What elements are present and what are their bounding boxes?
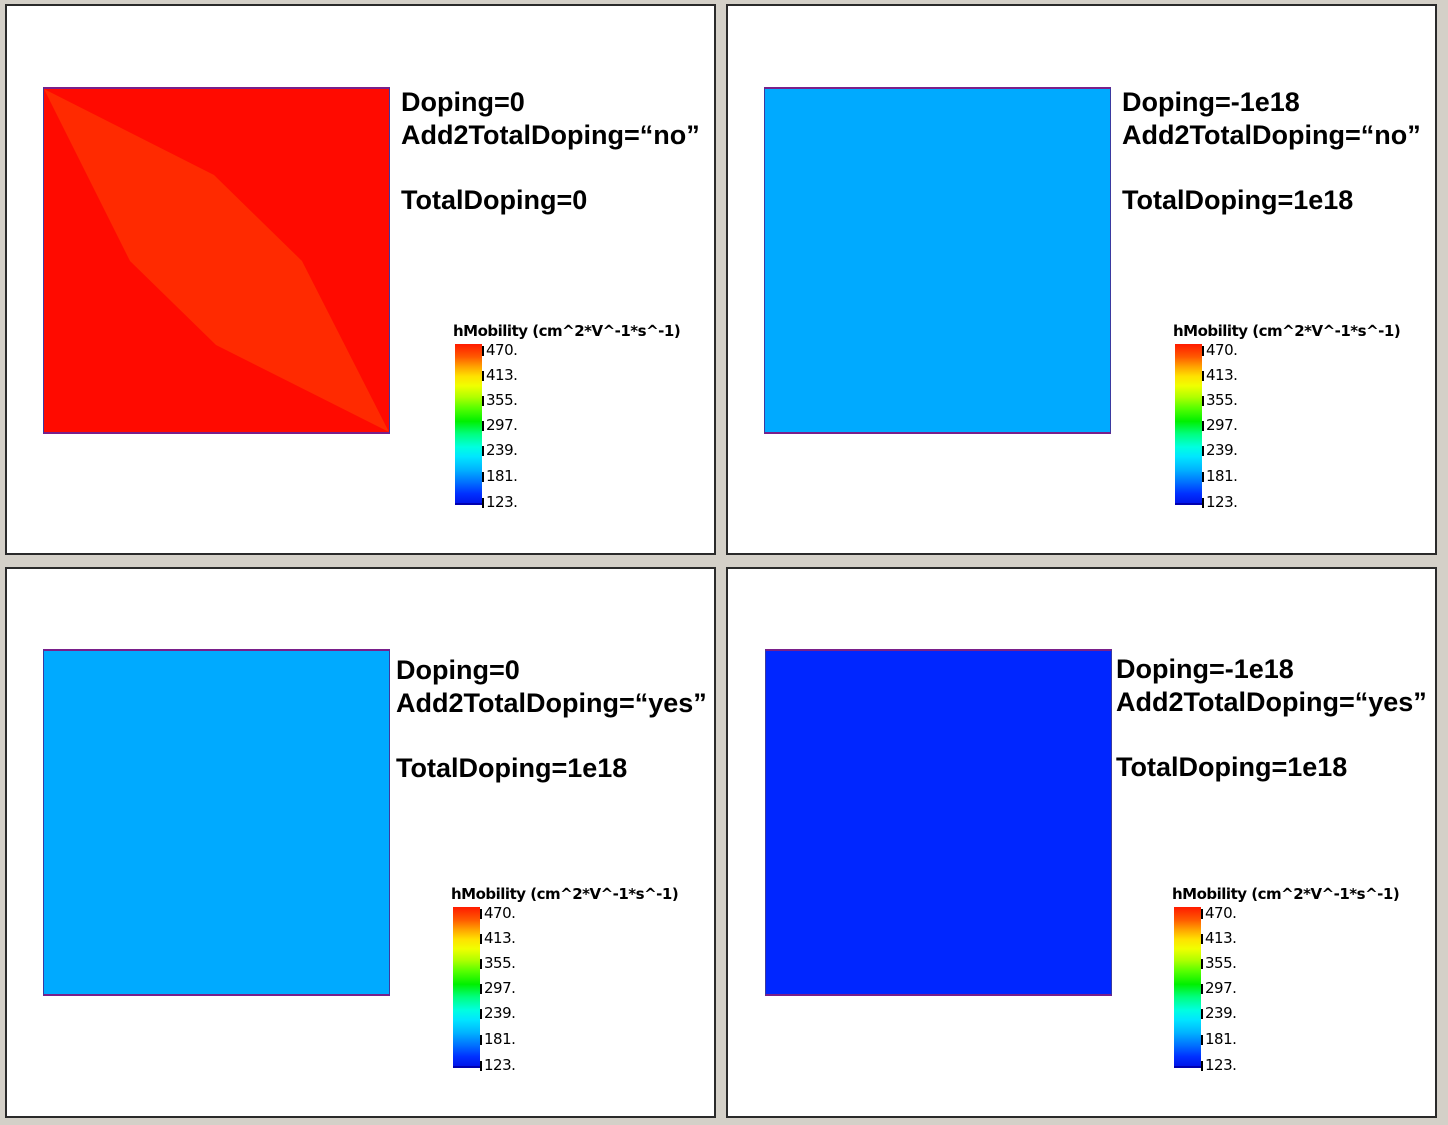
legend-tick: 413.	[1202, 368, 1238, 383]
legend-title: hMobility (cm^2*V^-1*s^-1)	[453, 322, 681, 340]
legend-tick: 239.	[482, 443, 518, 458]
plot-fill	[765, 89, 1110, 432]
legend-tick: 181.	[482, 469, 518, 484]
legend-tick: 470.	[1201, 906, 1237, 921]
legend-title: hMobility (cm^2*V^-1*s^-1)	[451, 885, 679, 903]
legend-tick: 470.	[482, 343, 518, 358]
doping-labels: Doping=0 Add2TotalDoping=“no” TotalDopin…	[401, 86, 700, 217]
colorbar-legend: hMobility (cm^2*V^-1*s^-1) 470. 413. 355…	[451, 885, 711, 1085]
doping-labels: Doping=0 Add2TotalDoping=“yes” TotalDopi…	[396, 654, 707, 785]
plot-contour-band	[44, 89, 389, 432]
panel-doping-0-add-yes: Doping=0 Add2TotalDoping=“yes” TotalDopi…	[5, 567, 716, 1118]
doping-label: Doping=0	[396, 655, 520, 685]
mobility-contour	[44, 651, 389, 994]
mobility-plot-square	[43, 649, 390, 996]
mobility-plot-square	[764, 87, 1111, 434]
totaldoping-label: TotalDoping=1e18	[1122, 185, 1354, 215]
legend-tick: 239.	[1201, 1006, 1237, 1021]
colorbar	[1175, 344, 1202, 505]
legend-tick: 355.	[482, 393, 518, 408]
colorbar	[453, 907, 480, 1068]
legend-tick: 470.	[1202, 343, 1238, 358]
legend-ticks: 470. 413. 355. 297. 239. 181. 123.	[480, 906, 540, 1073]
doping-label: Doping=-1e18	[1116, 654, 1294, 684]
mobility-contour	[765, 89, 1110, 432]
legend-tick: 355.	[1202, 393, 1238, 408]
doping-labels: Doping=-1e18 Add2TotalDoping=“no” TotalD…	[1122, 86, 1421, 217]
add2totaldoping-label: Add2TotalDoping=“yes”	[1116, 687, 1427, 717]
legend-tick: 181.	[1202, 469, 1238, 484]
legend-tick: 123.	[482, 495, 518, 510]
legend-tick: 239.	[480, 1006, 516, 1021]
legend-tick: 297.	[1201, 981, 1237, 996]
colorbar-legend: hMobility (cm^2*V^-1*s^-1) 470. 413. 355…	[453, 322, 713, 522]
legend-tick: 355.	[480, 956, 516, 971]
add2totaldoping-label: Add2TotalDoping=“yes”	[396, 688, 707, 718]
legend-tick: 239.	[1202, 443, 1238, 458]
legend-ticks: 470. 413. 355. 297. 239. 181. 123.	[482, 343, 542, 510]
mobility-contour	[766, 651, 1111, 994]
add2totaldoping-label: Add2TotalDoping=“no”	[401, 120, 700, 150]
legend-title: hMobility (cm^2*V^-1*s^-1)	[1173, 322, 1401, 340]
colorbar	[455, 344, 482, 505]
panel-doping-neg1e18-add-yes: Doping=-1e18 Add2TotalDoping=“yes” Total…	[726, 567, 1437, 1118]
legend-tick: 123.	[1202, 495, 1238, 510]
panel-doping-0-add-no: Doping=0 Add2TotalDoping=“no” TotalDopin…	[5, 4, 716, 555]
legend-tick: 470.	[480, 906, 516, 921]
doping-labels: Doping=-1e18 Add2TotalDoping=“yes” Total…	[1116, 653, 1427, 784]
totaldoping-label: TotalDoping=1e18	[396, 753, 628, 783]
plot-fill	[766, 651, 1111, 994]
colorbar	[1174, 907, 1201, 1068]
legend-tick: 355.	[1201, 956, 1237, 971]
add2totaldoping-label: Add2TotalDoping=“no”	[1122, 120, 1421, 150]
plot-fill	[44, 651, 389, 994]
doping-label: Doping=-1e18	[1122, 87, 1300, 117]
legend-tick: 297.	[1202, 418, 1238, 433]
totaldoping-label: TotalDoping=0	[401, 185, 588, 215]
legend-tick: 297.	[480, 981, 516, 996]
legend-tick: 181.	[480, 1032, 516, 1047]
totaldoping-label: TotalDoping=1e18	[1116, 752, 1348, 782]
legend-tick: 123.	[480, 1058, 516, 1073]
legend-title: hMobility (cm^2*V^-1*s^-1)	[1172, 885, 1400, 903]
legend-tick: 413.	[1201, 931, 1237, 946]
legend-tick: 181.	[1201, 1032, 1237, 1047]
legend-tick: 297.	[482, 418, 518, 433]
panel-doping-neg1e18-add-no: Doping=-1e18 Add2TotalDoping=“no” TotalD…	[726, 4, 1437, 555]
doping-label: Doping=0	[401, 87, 525, 117]
mobility-contour	[44, 89, 389, 432]
colorbar-legend: hMobility (cm^2*V^-1*s^-1) 470. 413. 355…	[1172, 885, 1432, 1085]
mobility-plot-square	[765, 649, 1112, 996]
legend-tick: 123.	[1201, 1058, 1237, 1073]
legend-tick: 413.	[482, 368, 518, 383]
legend-ticks: 470. 413. 355. 297. 239. 181. 123.	[1201, 906, 1261, 1073]
mobility-plot-square	[43, 87, 390, 434]
colorbar-legend: hMobility (cm^2*V^-1*s^-1) 470. 413. 355…	[1173, 322, 1433, 522]
legend-ticks: 470. 413. 355. 297. 239. 181. 123.	[1202, 343, 1262, 510]
legend-tick: 413.	[480, 931, 516, 946]
